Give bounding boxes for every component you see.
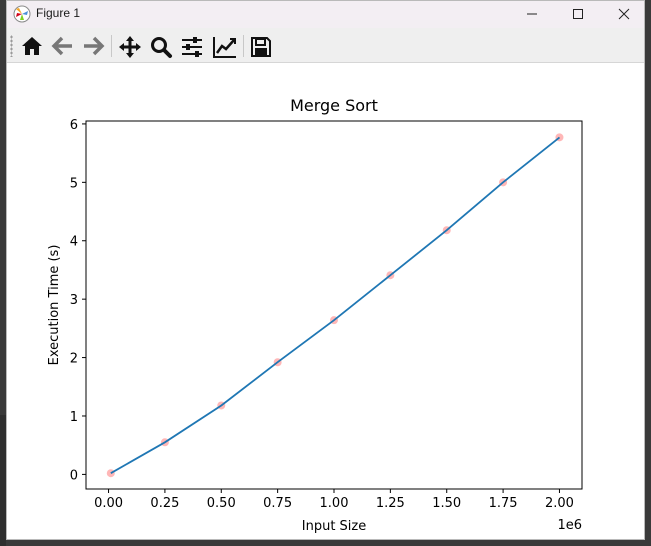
y-tick-label: 2 (70, 352, 78, 367)
x-tick-label: 1.25 (376, 496, 405, 511)
plot-frame (85, 120, 583, 490)
toolbar-separator (111, 35, 112, 57)
forward-button[interactable] (80, 34, 106, 58)
matplotlib-icon (13, 5, 31, 23)
x-tick-label: 1.75 (489, 496, 518, 511)
toolbar-grip[interactable] (10, 35, 13, 57)
configure-subplots-button[interactable] (179, 34, 205, 58)
y-tick-label: 1 (70, 410, 78, 425)
zoom-icon (151, 37, 172, 58)
close-icon (618, 8, 630, 20)
edit-axis-button[interactable] (211, 34, 237, 58)
figure-canvas[interactable]: Merge Sort 0.00 0.25 0.50 0.75 1.00 1.25 1.50 1… (7, 63, 644, 539)
save-button[interactable] (248, 34, 274, 58)
background-window-edge (0, 415, 6, 546)
home-button[interactable] (19, 34, 45, 58)
figure-window: Figure 1 (6, 0, 645, 540)
data-point-marker (106, 469, 115, 478)
x-axis-label: Input Size (302, 519, 366, 534)
y-tick-label: 5 (70, 176, 78, 191)
y-tick-label: 4 (70, 235, 78, 250)
x-tick-label: 1.50 (432, 496, 461, 511)
y-tick-label: 0 (70, 468, 78, 483)
x-offset-label: 1e6 (557, 518, 582, 533)
zoom-button[interactable] (148, 34, 174, 58)
back-button[interactable] (50, 34, 76, 58)
chart: Merge Sort 0.00 0.25 0.50 0.75 1.00 1.25 1.50 1… (47, 96, 583, 534)
maximize-icon (573, 9, 583, 19)
x-tick-label: 0.75 (263, 496, 292, 511)
y-axis-label: Execution Time (s) (47, 245, 62, 366)
minimize-icon (527, 13, 537, 15)
chart-title: Merge Sort (290, 96, 378, 115)
maximize-button[interactable] (555, 1, 601, 28)
x-tick-label: 1.00 (320, 496, 349, 511)
y-tick-label: 6 (70, 118, 78, 133)
minimize-button[interactable] (509, 1, 555, 28)
x-tick-label: 0.25 (150, 496, 179, 511)
y-tick-label: 3 (70, 293, 78, 308)
toolbar-separator (243, 35, 244, 57)
title-bar: Figure 1 (7, 1, 644, 28)
edit-axis-icon (213, 37, 236, 58)
x-tick-label: 2.00 (545, 496, 574, 511)
series-line (110, 136, 561, 474)
save-icon (251, 37, 271, 57)
x-tick-label: 0.50 (207, 496, 236, 511)
navigation-toolbar (7, 28, 644, 63)
close-button[interactable] (601, 1, 644, 28)
configure-subplots-icon (182, 37, 202, 57)
pan-button[interactable] (117, 34, 143, 58)
window-title: Figure 1 (36, 6, 81, 20)
back-arrow-icon (51, 36, 72, 56)
forward-arrow-icon (84, 36, 105, 56)
home-icon (22, 37, 42, 55)
pan-icon (119, 36, 141, 58)
x-tick-label: 0.00 (94, 496, 123, 511)
